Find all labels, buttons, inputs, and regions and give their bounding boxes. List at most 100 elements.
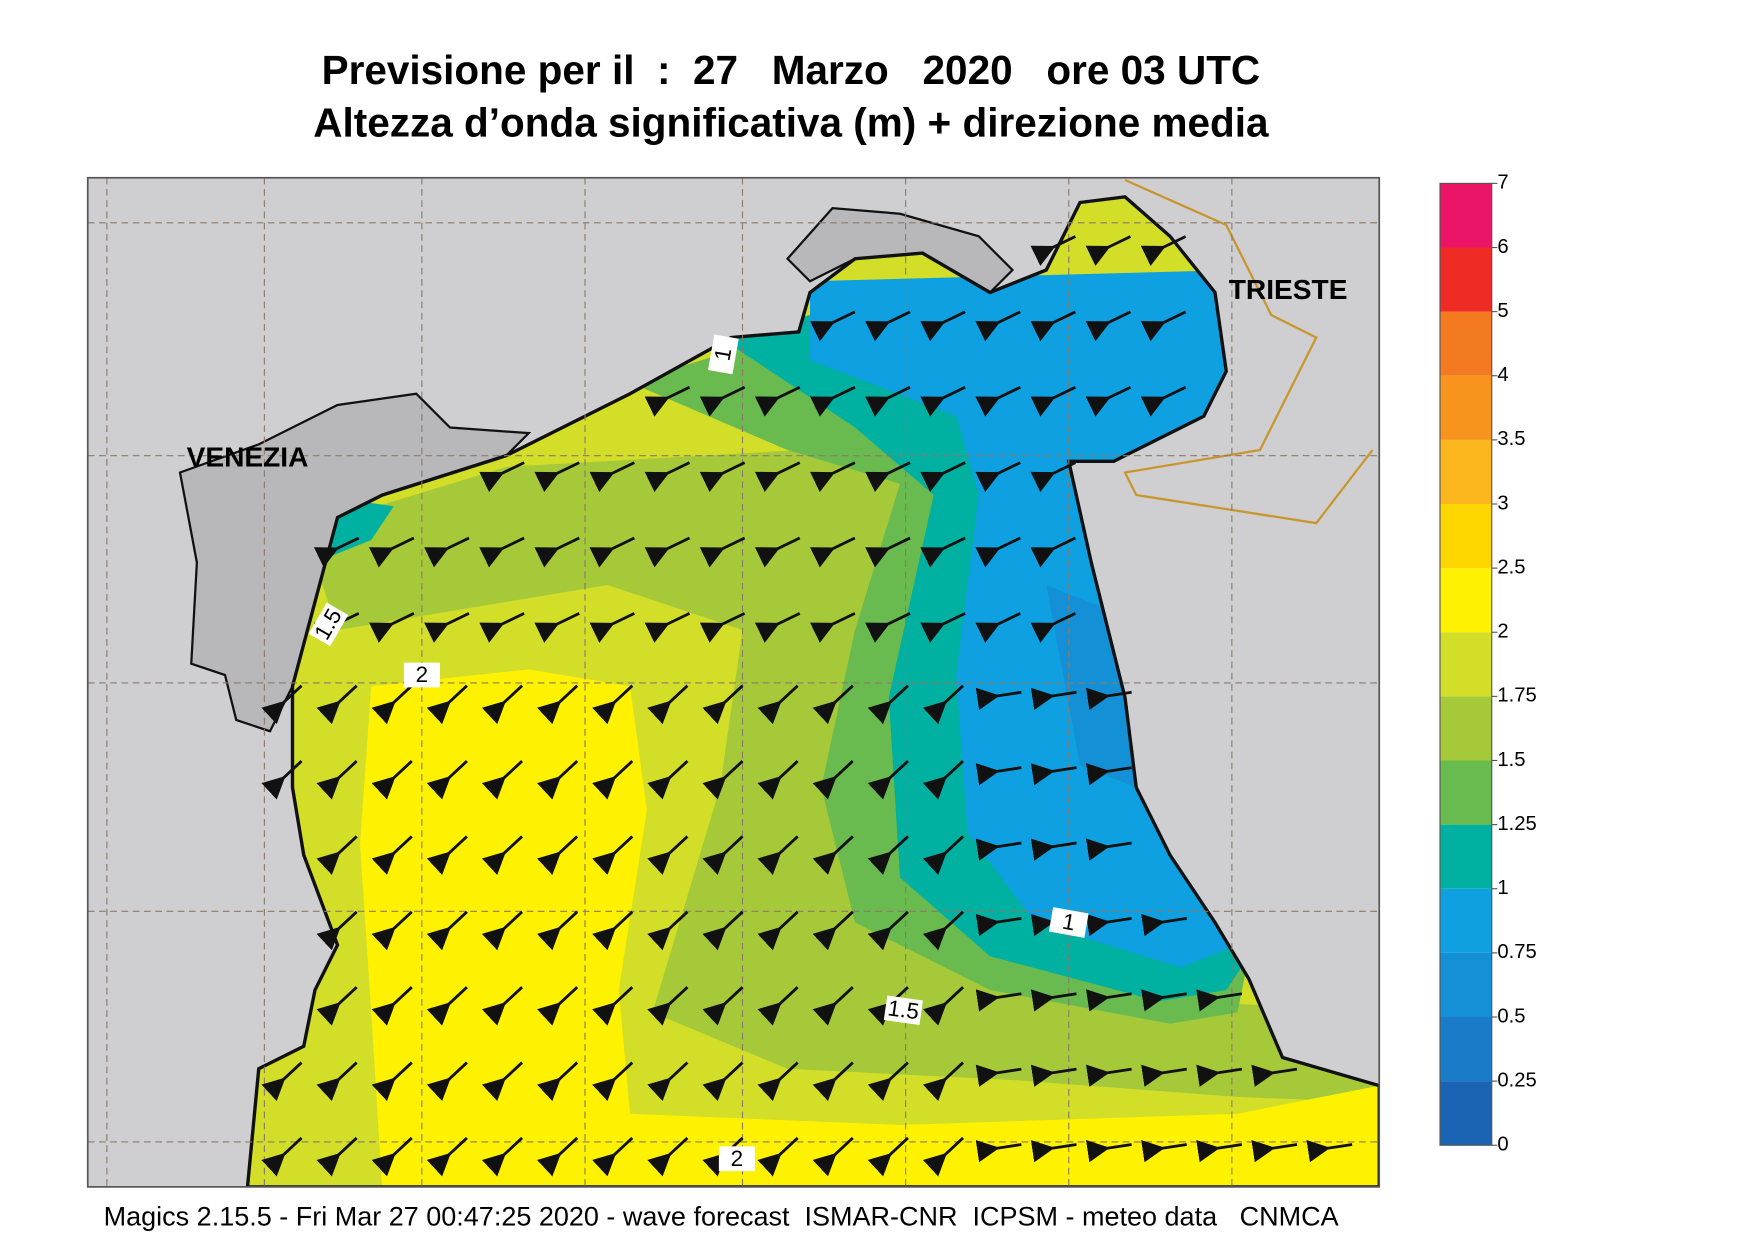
wave-arrow [975, 838, 1022, 861]
wave-arrow [1085, 235, 1132, 266]
colorbar-swatch [1440, 952, 1492, 1017]
wave-arrow [1196, 1140, 1243, 1163]
contour-label: 1 [1048, 907, 1089, 938]
wave-arrow [647, 684, 689, 725]
wave-arrow [426, 1061, 468, 1102]
wave-arrow [975, 1140, 1022, 1163]
wave-arrow [313, 536, 360, 568]
wave-arrow [534, 461, 580, 493]
contour-label-text: 1.5 [886, 995, 920, 1024]
wave-arrow [1030, 536, 1077, 568]
wave-arrow [371, 910, 413, 951]
wave-arrow [754, 461, 801, 493]
wave-arrow [975, 310, 1021, 342]
wave-arrow [316, 835, 358, 875]
colorbar-label: 1.5 [1497, 749, 1525, 771]
subtitle: Altezza d’onda significativa (m) + direz… [313, 100, 1269, 146]
colorbar-swatch [1440, 183, 1492, 248]
contour-label: 2 [403, 662, 440, 688]
colorbar: 0 0.25 0.5 0.75 1 1.25 1.5 1.75 2 2.5 3 3.5 4 5 6 7 [1439, 172, 1537, 1156]
colorbar-swatch [1440, 568, 1492, 633]
wave-arrow [536, 835, 579, 875]
colorbar-label: 2 [1497, 621, 1508, 643]
wave-arrow [589, 461, 636, 493]
wave-arrow [589, 536, 636, 568]
wave-arrow [922, 835, 965, 875]
wave-arrow [536, 986, 579, 1026]
contour-label-text: 1 [1060, 909, 1077, 936]
wave-arrow [592, 1061, 634, 1102]
contour-label-text: 2 [731, 1146, 744, 1171]
wave-arrow [1085, 1064, 1132, 1087]
wave-arrow [867, 684, 909, 725]
wave-arrow [424, 612, 470, 643]
wave-arrow [592, 760, 634, 800]
wave-arrow [426, 760, 468, 800]
wave-arrow [261, 1136, 303, 1177]
contour-label-bg [718, 1146, 755, 1172]
contour-label-bg [308, 602, 349, 647]
colorbar-swatch [1440, 504, 1492, 569]
wave-arrow [809, 612, 856, 643]
wave-arrow [426, 910, 468, 951]
colorbar-label: 1.25 [1497, 813, 1536, 835]
wave-arrow [699, 385, 746, 417]
colorbar-label: 7 [1497, 172, 1508, 194]
wave-arrow [812, 1136, 854, 1177]
wave-arrow [1030, 989, 1077, 1012]
wave-arrow [1140, 310, 1187, 342]
wave-arrow [867, 910, 909, 951]
wave-arrow [536, 1061, 579, 1102]
wave-arrow [1141, 989, 1187, 1012]
field-2-25 [360, 669, 1380, 1187]
wave-arrow [261, 684, 303, 725]
wave-arrow [261, 760, 303, 800]
wave-arrow [481, 1136, 524, 1177]
field-05-075 [1046, 585, 1137, 788]
map-frame [86, 176, 1381, 1188]
wave-arrow [922, 986, 965, 1026]
wave-arrow [1085, 385, 1132, 417]
wave-arrow [702, 910, 744, 951]
wave-arrow [867, 760, 909, 800]
wave-arrow [809, 385, 856, 417]
wave-arrow [644, 385, 691, 417]
colorbar-label: 1 [1497, 877, 1508, 899]
wave-arrow [1085, 310, 1132, 342]
wave-arrow [479, 612, 525, 643]
wave-arrow [647, 1136, 689, 1177]
wave-arrow [922, 760, 965, 800]
contour-label: 2 [718, 1146, 755, 1172]
wave-arrow [371, 1136, 413, 1177]
colorbar-label: 2.5 [1497, 556, 1525, 578]
contour-label-bg [883, 995, 923, 1026]
wave-arrow [920, 461, 966, 493]
wave-arrow [754, 536, 801, 568]
wave-arrow [1141, 1140, 1187, 1163]
wave-arrow [592, 835, 634, 875]
wave-arrow [757, 760, 799, 800]
place-label: VENEZIA [187, 441, 309, 472]
wave-arrow [920, 612, 966, 643]
colorbar-label: 6 [1497, 236, 1508, 258]
wave-arrow [316, 1136, 358, 1177]
colorbar-swatch [1440, 760, 1492, 825]
wave-arrow [1030, 1064, 1077, 1087]
wave-arrow [534, 612, 580, 643]
wave-arrow [1085, 1140, 1132, 1163]
wave-arrow [702, 986, 744, 1026]
wave-arrow [426, 986, 468, 1026]
wave-arrow [371, 1061, 413, 1102]
colorbar-swatch [1440, 1081, 1492, 1146]
wave-arrow [812, 760, 854, 800]
wave-arrow [534, 536, 580, 568]
wave-arrow [316, 760, 358, 800]
contour-label-bg [403, 662, 440, 688]
wave-arrow [479, 536, 525, 568]
wave-arrow [1196, 1064, 1243, 1087]
wave-arrow [812, 1061, 854, 1102]
wave-arrow [1030, 763, 1077, 786]
wave-arrow [867, 1136, 909, 1177]
colorbar-label: 0.5 [1497, 1005, 1525, 1027]
wave-arrow [1306, 1140, 1353, 1163]
